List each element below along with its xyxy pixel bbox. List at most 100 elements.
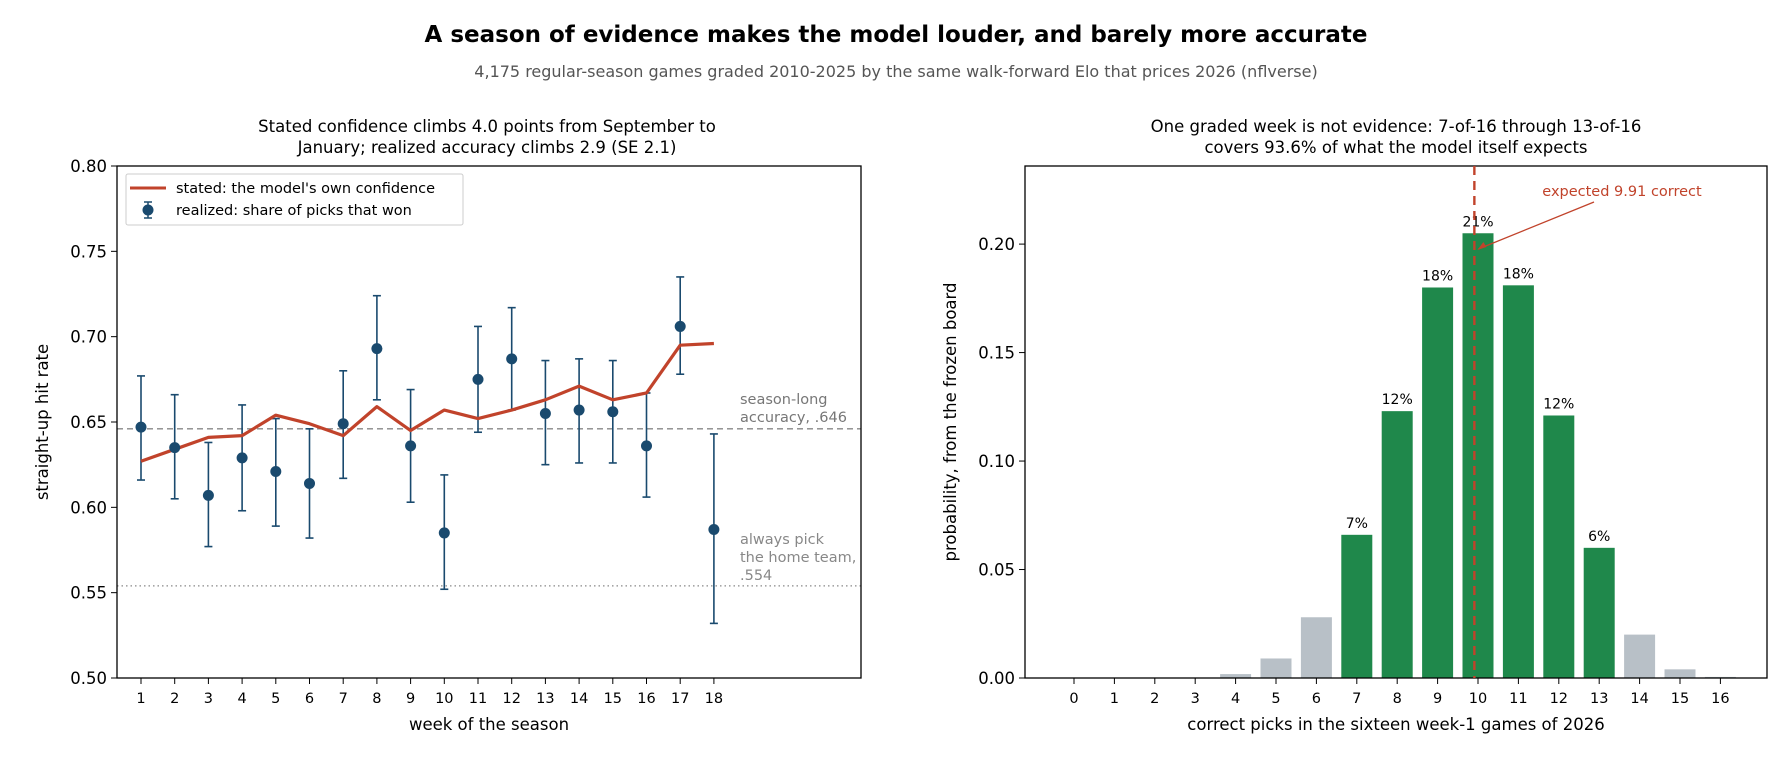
probability-bar bbox=[1220, 674, 1252, 678]
left-y-tick-label: 0.60 bbox=[70, 498, 107, 517]
left-x-tick-label: 10 bbox=[435, 691, 453, 707]
right-y-tick-label: 0.10 bbox=[978, 452, 1015, 471]
legend-frame bbox=[125, 173, 464, 226]
left-x-tick-label: 8 bbox=[372, 691, 381, 707]
left-home-label-line-1: always pick bbox=[740, 532, 825, 548]
bar-value-label: 18% bbox=[1503, 266, 1534, 282]
realized-point bbox=[438, 527, 450, 539]
right-x-tick-label: 7 bbox=[1352, 691, 1361, 707]
right-x-tick-label: 14 bbox=[1630, 691, 1648, 707]
realized-point bbox=[708, 524, 720, 536]
left-reference-lines bbox=[117, 428, 861, 587]
left-y-tick-label: 0.65 bbox=[70, 413, 107, 432]
left-x-tick-label: 1 bbox=[136, 691, 145, 707]
expected-value-marker bbox=[1473, 166, 1595, 678]
left-x-axis-ticks: 1 2 3 4 5 6 7 8 9 10 11 12 13 14 15 16 17 18 bbox=[136, 678, 723, 707]
legend-label-stated: stated: the model's own confidence bbox=[176, 181, 435, 197]
legend-label-realized: realized: share of picks that won bbox=[176, 203, 412, 219]
right-x-tick-label: 0 bbox=[1069, 691, 1078, 707]
left-chart-title-line-1: Stated confidence climbs 4.0 points from… bbox=[258, 117, 716, 136]
realized-point bbox=[472, 373, 484, 385]
left-x-tick-label: 4 bbox=[237, 691, 246, 707]
left-x-tick-label: 7 bbox=[339, 691, 348, 707]
left-x-tick-label: 17 bbox=[671, 691, 689, 707]
realized-point bbox=[607, 406, 619, 418]
bar-value-label: 18% bbox=[1422, 268, 1453, 284]
right-bars-layer: 7% 12% 18% 21% 18% 12% 6% bbox=[1179, 214, 1736, 678]
right-x-tick-label: 6 bbox=[1312, 691, 1321, 707]
bar-value-label: 6% bbox=[1588, 529, 1610, 545]
left-legend: stated: the model's own confidence reali… bbox=[125, 173, 464, 226]
left-y-tick-label: 0.80 bbox=[70, 157, 107, 176]
probability-bar bbox=[1502, 285, 1534, 678]
probability-bar bbox=[1422, 287, 1454, 678]
left-home-label-line-3: .554 bbox=[740, 568, 772, 584]
left-y-tick-label: 0.75 bbox=[70, 242, 107, 261]
left-y-tick-label: 0.55 bbox=[70, 584, 107, 603]
right-x-tick-label: 16 bbox=[1711, 691, 1729, 707]
left-ref-label-line-2: accuracy, .646 bbox=[740, 410, 847, 426]
expected-annotation: expected 9.91 correct bbox=[1542, 184, 1702, 200]
left-x-tick-label: 16 bbox=[637, 691, 655, 707]
right-x-tick-label: 8 bbox=[1393, 691, 1402, 707]
left-y-tick-label: 0.50 bbox=[70, 669, 107, 688]
left-y-axis-label: straight-up hit rate bbox=[33, 344, 52, 500]
right-x-tick-label: 1 bbox=[1110, 691, 1119, 707]
right-x-tick-label: 13 bbox=[1590, 691, 1608, 707]
left-x-tick-label: 3 bbox=[204, 691, 213, 707]
right-y-tick-label: 0.05 bbox=[978, 561, 1015, 580]
left-ref-label-line-1: season-long bbox=[740, 392, 828, 408]
left-x-tick-label: 5 bbox=[271, 691, 280, 707]
left-chart-title-line-2: January; realized accuracy climbs 2.9 (S… bbox=[297, 138, 677, 157]
probability-bar bbox=[1462, 233, 1494, 678]
right-chart: One graded week is not evidence: 7-of-16… bbox=[941, 117, 1768, 734]
left-y-axis-ticks: 0.50 0.55 0.60 0.65 0.70 0.75 0.80 bbox=[70, 157, 117, 688]
left-x-tick-label: 14 bbox=[570, 691, 588, 707]
probability-bar bbox=[1381, 411, 1413, 678]
right-x-tick-label: 2 bbox=[1150, 691, 1159, 707]
bar-value-label: 12% bbox=[1543, 396, 1574, 412]
realized-point bbox=[337, 418, 349, 430]
probability-bar bbox=[1664, 669, 1696, 678]
left-x-tick-label: 18 bbox=[705, 691, 723, 707]
right-x-tick-label: 15 bbox=[1671, 691, 1689, 707]
bar-value-label: 7% bbox=[1346, 516, 1368, 532]
left-x-tick-label: 13 bbox=[536, 691, 554, 707]
realized-point bbox=[304, 477, 315, 489]
right-x-tick-label: 11 bbox=[1509, 691, 1527, 707]
left-x-tick-label: 15 bbox=[604, 691, 622, 707]
left-x-axis-label: week of the season bbox=[409, 715, 569, 734]
realized-point bbox=[506, 353, 518, 365]
left-home-label-line-2: the home team, bbox=[740, 550, 856, 566]
right-x-axis-label: correct picks in the sixteen week-1 game… bbox=[1187, 715, 1604, 734]
left-x-tick-label: 6 bbox=[305, 691, 314, 707]
left-series-layer bbox=[135, 276, 720, 625]
realized-point bbox=[371, 343, 383, 355]
right-y-tick-label: 0.00 bbox=[978, 669, 1015, 688]
right-plot-frame bbox=[1024, 165, 1768, 679]
realized-point bbox=[135, 421, 147, 433]
right-x-tick-label: 5 bbox=[1271, 691, 1280, 707]
realized-point bbox=[202, 489, 214, 501]
right-x-axis-ticks: 0 1 2 3 4 5 6 7 8 9 10 11 12 13 14 15 16 bbox=[1069, 678, 1730, 707]
left-x-tick-label: 2 bbox=[170, 691, 179, 707]
page-title: A season of evidence makes the model lou… bbox=[424, 22, 1368, 48]
realized-point bbox=[236, 452, 248, 464]
probability-bar bbox=[1341, 534, 1373, 678]
realized-point bbox=[270, 465, 282, 477]
right-x-tick-label: 9 bbox=[1433, 691, 1442, 707]
realized-point bbox=[405, 440, 417, 452]
realized-point bbox=[674, 320, 686, 332]
realized-point bbox=[641, 440, 652, 452]
left-x-tick-label: 9 bbox=[406, 691, 415, 707]
left-x-tick-label: 12 bbox=[502, 691, 520, 707]
legend-point-swatch bbox=[142, 204, 154, 216]
stated-confidence-line bbox=[140, 341, 714, 463]
bar-value-label: 12% bbox=[1382, 392, 1413, 408]
probability-bar bbox=[1543, 415, 1575, 678]
expected-arrow-shaft bbox=[1478, 201, 1595, 250]
probability-bar bbox=[1624, 634, 1656, 678]
right-y-axis-ticks: 0.00 0.05 0.10 0.15 0.20 bbox=[978, 235, 1025, 688]
right-chart-title-line-1: One graded week is not evidence: 7-of-16… bbox=[1151, 117, 1642, 136]
